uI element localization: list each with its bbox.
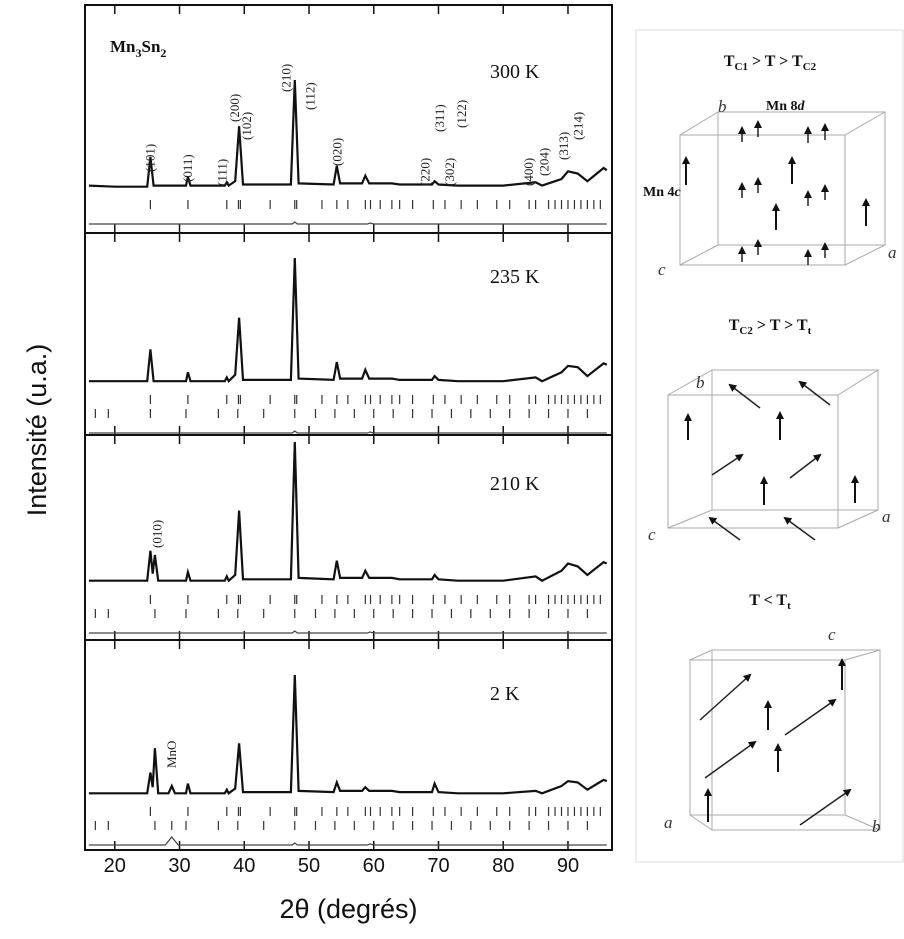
x-tick-label: 80 xyxy=(492,855,514,877)
peak-label: (200) xyxy=(227,94,242,122)
cube xyxy=(679,111,886,266)
axis-label: c xyxy=(828,625,836,644)
panel-title: 210 K xyxy=(490,473,540,495)
structure-title: TC1 > T > TC2 xyxy=(724,53,817,73)
peak-label: (302) xyxy=(442,158,457,186)
profile-line xyxy=(88,79,608,188)
axis-label: a xyxy=(882,507,891,526)
peak-label: MnO xyxy=(164,741,179,768)
difference-line xyxy=(88,430,607,434)
peak-label: (311) xyxy=(432,104,447,132)
x-tick-label: 70 xyxy=(427,855,449,877)
axis-label: b xyxy=(696,373,705,392)
plot-frame xyxy=(84,4,613,851)
axis-label: a xyxy=(888,243,897,262)
peak-label: (102) xyxy=(239,112,254,140)
x-tick-label: 50 xyxy=(298,855,320,877)
structure-title: T < Tt xyxy=(749,592,791,612)
structures-frame xyxy=(635,29,904,863)
axis-label: c xyxy=(648,525,656,544)
site-label: Mn 8d xyxy=(766,99,806,114)
peak-label: (020) xyxy=(329,138,344,166)
structure-title: TC2 > T > Tt xyxy=(729,317,812,337)
profile-line xyxy=(88,441,608,583)
peak-label: (112) xyxy=(302,82,317,110)
profile-line xyxy=(88,257,608,384)
cube xyxy=(667,369,879,541)
panel-title: 235 K xyxy=(490,266,540,288)
axis-label: c xyxy=(658,260,666,279)
site-label: Mn 4c xyxy=(643,185,682,200)
axis-label: a xyxy=(664,813,673,832)
x-tick-label: 60 xyxy=(363,855,385,877)
peak-label: (400) xyxy=(521,158,536,186)
compound-label: Mn3Sn2 xyxy=(110,37,166,60)
peak-label: (313) xyxy=(556,132,571,160)
x-tick-label: 30 xyxy=(168,855,190,877)
peak-label: (214) xyxy=(570,112,585,140)
panel-title: 300 K xyxy=(490,61,540,83)
profile-line xyxy=(88,674,608,795)
axis-label: b xyxy=(718,97,727,116)
peak-label: (010) xyxy=(150,520,165,548)
y-axis-label: Intensité (u.a.) xyxy=(22,344,52,517)
cube xyxy=(689,649,881,831)
x-axis-label: 2θ (degrés) xyxy=(279,894,417,924)
peak-label: (122) xyxy=(454,100,469,128)
difference-line xyxy=(88,836,607,846)
x-tick-label: 90 xyxy=(557,855,579,877)
peak-label: (220) xyxy=(418,158,433,186)
axis-label: b xyxy=(872,817,881,836)
peak-label: (011) xyxy=(180,154,195,182)
panel-title: 2 K xyxy=(490,683,520,705)
difference-line xyxy=(88,221,607,225)
peak-label: (101) xyxy=(142,144,157,172)
peak-label: (111) xyxy=(214,159,229,186)
peak-label: (204) xyxy=(537,148,552,176)
x-tick-label: 20 xyxy=(104,855,126,877)
difference-line xyxy=(88,630,607,634)
peak-label: (210) xyxy=(278,64,293,92)
x-tick-label: 40 xyxy=(233,855,255,877)
